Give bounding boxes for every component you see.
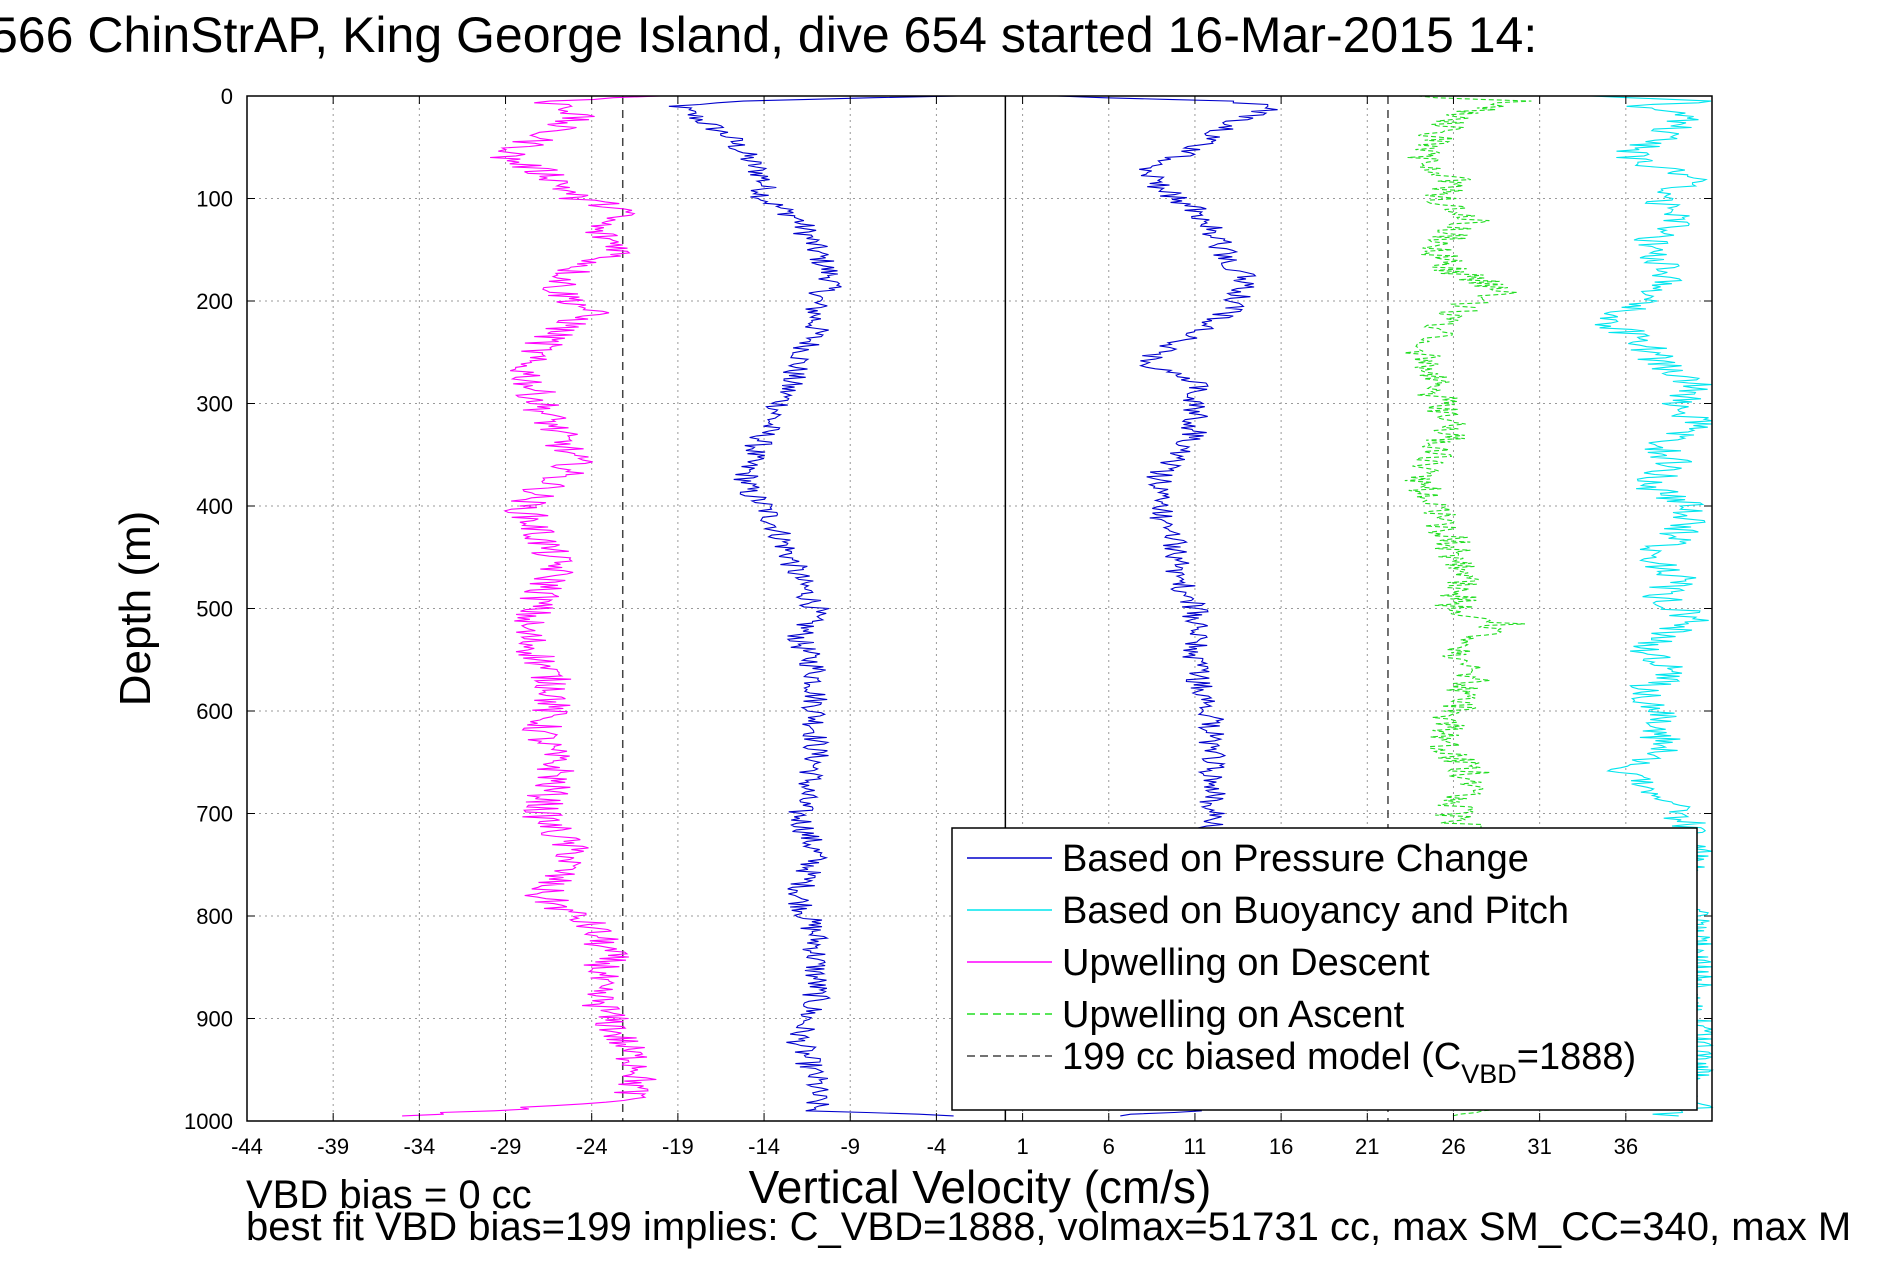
x-tick-label: -34 <box>403 1134 435 1159</box>
x-tick-label: 16 <box>1269 1134 1293 1159</box>
x-tick-label: 26 <box>1441 1134 1465 1159</box>
x-tick-label: 31 <box>1527 1134 1551 1159</box>
y-tick-label: 600 <box>196 699 233 724</box>
x-tick-label: -24 <box>576 1134 608 1159</box>
y-tick-label: 100 <box>196 187 233 212</box>
legend-label: Based on Pressure Change <box>1062 838 1529 880</box>
y-tick-label: 400 <box>196 494 233 519</box>
x-axis-label: Vertical Velocity (cm/s) <box>749 1161 1212 1213</box>
x-tick-label: 1 <box>1016 1134 1028 1159</box>
x-tick-label: 36 <box>1614 1134 1638 1159</box>
tick-layer: -44 -39 -34 -29 -24 -19 -14 -9 -4 1 6 11 16 21 26 31 360… <box>184 84 1712 1159</box>
y-tick-label: 1000 <box>184 1109 233 1134</box>
x-tick-label: -19 <box>662 1134 694 1159</box>
best-fit-note: best fit VBD bias=199 implies: C_VBD=188… <box>246 1205 1852 1249</box>
x-tick-label: -39 <box>317 1134 349 1159</box>
x-tick-label: 21 <box>1355 1134 1379 1159</box>
legend-box <box>951 827 1698 1111</box>
legend-label-suffix: =1888) <box>1517 1036 1636 1078</box>
series-based-on-pressure-change-descent <box>668 95 958 1117</box>
x-tick-label: -29 <box>490 1134 522 1159</box>
x-tick-label: -14 <box>748 1134 780 1159</box>
y-tick-label: 500 <box>196 597 233 622</box>
y-tick-label: 0 <box>221 84 233 109</box>
y-tick-label: 300 <box>196 392 233 417</box>
series-upwelling-on-descent-descent <box>402 95 661 1117</box>
x-tick-label: 6 <box>1103 1134 1115 1159</box>
y-tick-label: 200 <box>196 289 233 314</box>
legend-label: Upwelling on Descent <box>1062 942 1430 984</box>
series-upwelling-on-ascent-ascent <box>1404 95 1532 1117</box>
x-tick-label: -4 <box>927 1134 947 1159</box>
x-tick-label: -9 <box>840 1134 860 1159</box>
legend-label: Upwelling on Ascent <box>1062 994 1405 1036</box>
y-tick-label: 900 <box>196 1007 233 1032</box>
vbd-bias-note: VBD bias = 0 cc <box>246 1173 532 1217</box>
legend: Based on Pressure Change Based on Buoyanc… <box>951 827 1698 1111</box>
legend-label: Based on Buoyancy and Pitch <box>1062 890 1569 932</box>
y-tick-label: 700 <box>196 802 233 827</box>
y-tick-label: 800 <box>196 904 233 929</box>
legend-label-subscript: VBD <box>1461 1059 1517 1089</box>
x-tick-label: -44 <box>231 1134 263 1159</box>
y-axis-label: Depth (m) <box>111 511 160 707</box>
chart-title: 566 ChinStrAP, King George Island, dive … <box>0 7 1538 63</box>
x-tick-label: 11 <box>1184 1134 1207 1159</box>
